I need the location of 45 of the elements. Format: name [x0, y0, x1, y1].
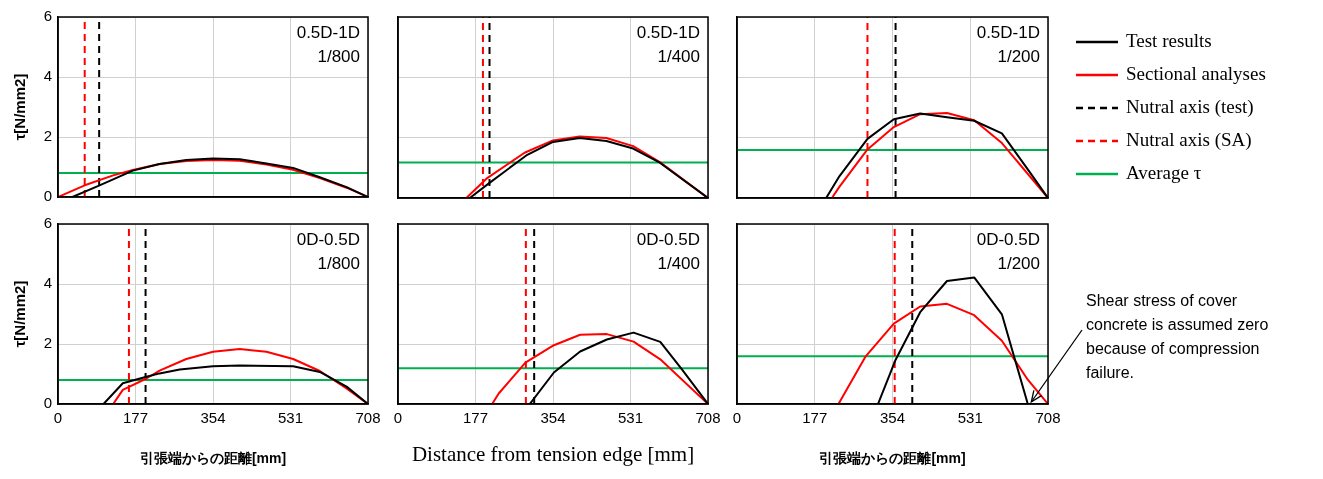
x-tick-label: 531 [277, 409, 304, 427]
annotation: Shear stress of cover concrete is assumed zero because of compression failure. [1086, 292, 1269, 382]
x-tick-label: 177 [122, 409, 149, 427]
y-tick-label: 4 [43, 67, 52, 85]
annotation: 0.5D-1D [976, 23, 1040, 43]
x-tick-label: 708 [355, 409, 381, 427]
y-tick-label: 2 [43, 334, 52, 352]
x-tick-label: 0 [393, 409, 403, 427]
annotation: 0.5D-1D [296, 23, 360, 43]
x-tick-label: 708 [1035, 409, 1061, 427]
legend-label: Sectional analyses [1126, 62, 1266, 84]
y-tick-label: 0 [43, 187, 52, 205]
x-axis-title: Distance from tension edge [mm] [411, 441, 695, 466]
y-axis-title: τ[N/mm2] [11, 73, 29, 141]
x-axis-title: 引張端からの距離[mm] [819, 450, 966, 467]
x-tick-label: 531 [957, 409, 983, 427]
annotation: 1/800 [317, 47, 360, 67]
annotation: 0.5D-1D [636, 23, 700, 43]
annotation: 1/200 [997, 47, 1040, 67]
annotation: 1/800 [317, 254, 360, 274]
x-tick-label: 708 [695, 409, 721, 427]
x-axis-title: 引張端からの距離[mm] [139, 450, 287, 467]
annotation: 0D-0.5D [976, 230, 1040, 250]
annotation: 1/200 [997, 254, 1040, 274]
y-axis-title: τ[N/mm2] [11, 280, 29, 348]
x-tick-label: 177 [462, 409, 489, 427]
annotation: 0D-0.5D [296, 230, 360, 250]
y-tick-label: 0 [43, 394, 52, 412]
legend-label: Average τ [1126, 161, 1202, 183]
legend-label: Nutral axis (SA) [1126, 128, 1252, 151]
annotation: 1/400 [657, 47, 700, 67]
annotation: 1/400 [657, 254, 700, 274]
x-tick-label: 354 [540, 409, 566, 427]
x-tick-label: 531 [617, 409, 644, 427]
x-tick-label: 0 [732, 409, 742, 427]
y-tick-label: 6 [43, 214, 52, 232]
x-tick-label: 177 [802, 409, 828, 427]
annotation: 0D-0.5D [636, 230, 700, 250]
legend-label: Nutral axis (test) [1126, 95, 1254, 118]
x-tick-label: 354 [879, 409, 906, 427]
y-tick-label: 2 [43, 127, 52, 145]
y-tick-label: 6 [43, 7, 52, 25]
legend-label: Test results [1126, 29, 1212, 51]
y-tick-label: 4 [43, 274, 52, 292]
x-tick-label: 354 [200, 409, 226, 427]
